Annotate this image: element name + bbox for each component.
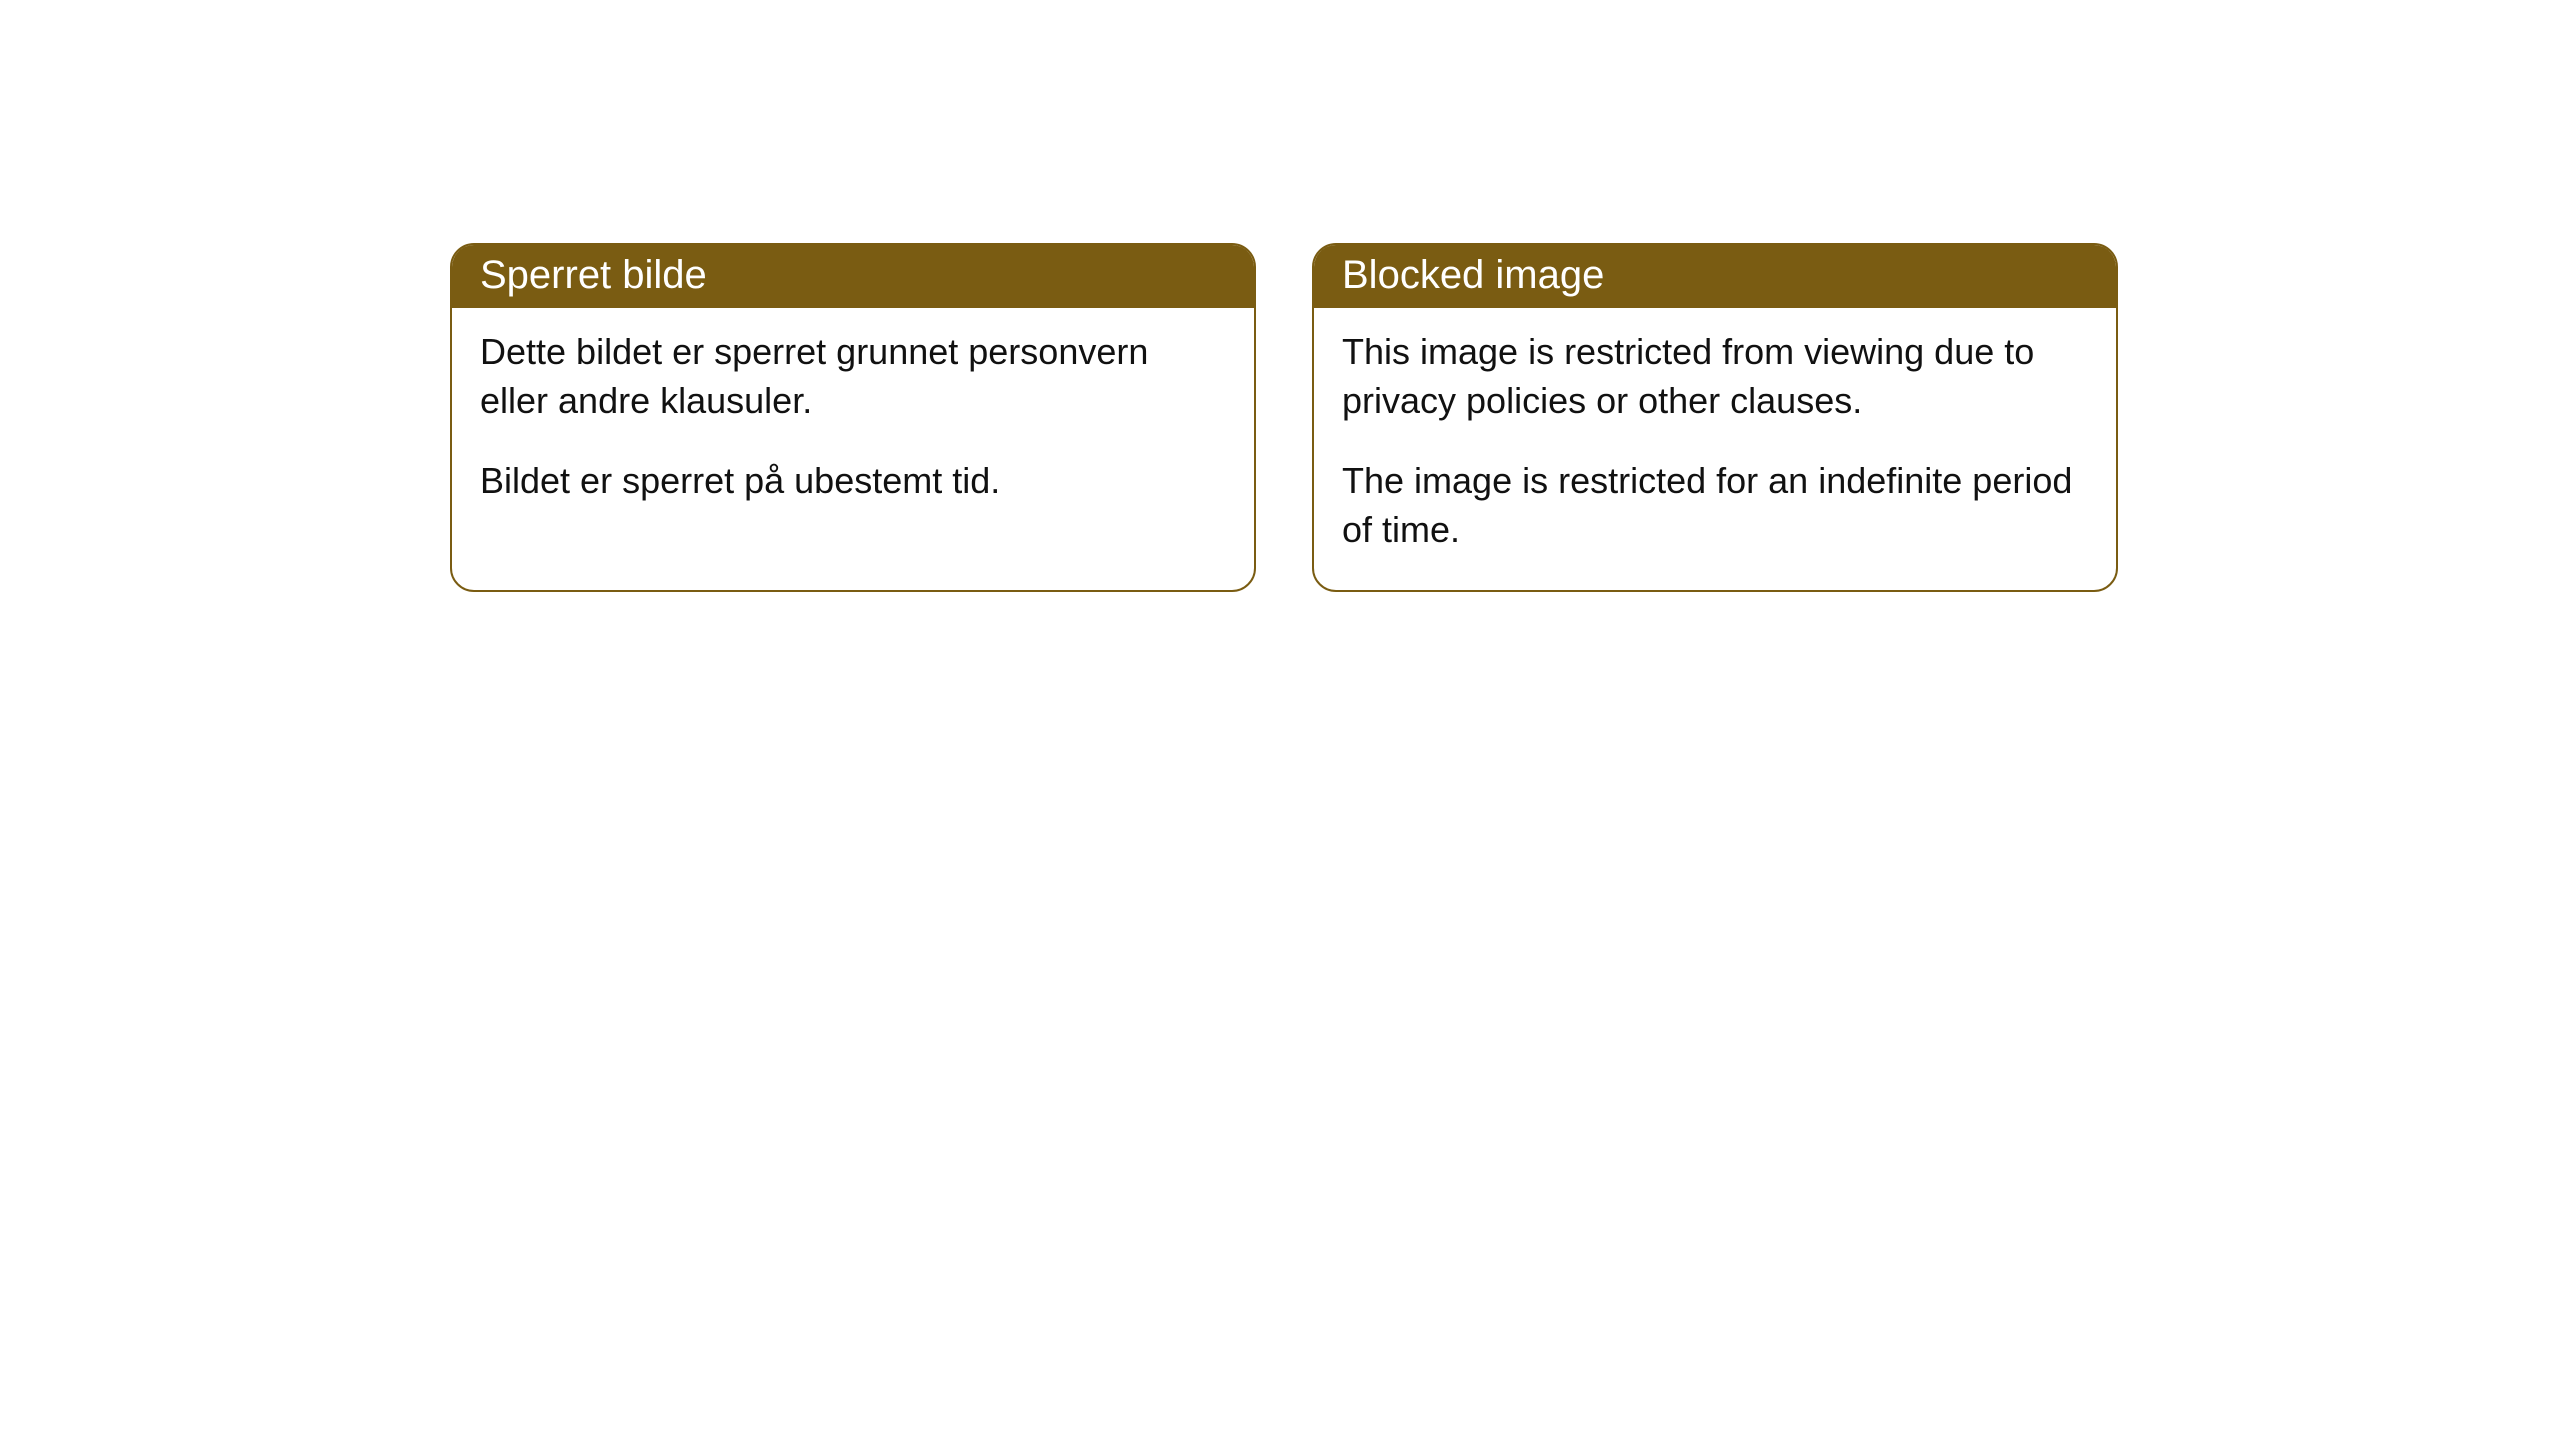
card-body-english: This image is restricted from viewing du… bbox=[1314, 308, 2116, 590]
card-title-norwegian: Sperret bilde bbox=[452, 245, 1254, 308]
card-title-english: Blocked image bbox=[1314, 245, 2116, 308]
card-paragraph: Dette bildet er sperret grunnet personve… bbox=[480, 328, 1226, 425]
card-paragraph: This image is restricted from viewing du… bbox=[1342, 328, 2088, 425]
notice-card-norwegian: Sperret bilde Dette bildet er sperret gr… bbox=[450, 243, 1256, 592]
card-paragraph: Bildet er sperret på ubestemt tid. bbox=[480, 457, 1226, 506]
notice-cards-container: Sperret bilde Dette bildet er sperret gr… bbox=[0, 0, 2560, 592]
notice-card-english: Blocked image This image is restricted f… bbox=[1312, 243, 2118, 592]
card-body-norwegian: Dette bildet er sperret grunnet personve… bbox=[452, 308, 1254, 542]
card-paragraph: The image is restricted for an indefinit… bbox=[1342, 457, 2088, 554]
